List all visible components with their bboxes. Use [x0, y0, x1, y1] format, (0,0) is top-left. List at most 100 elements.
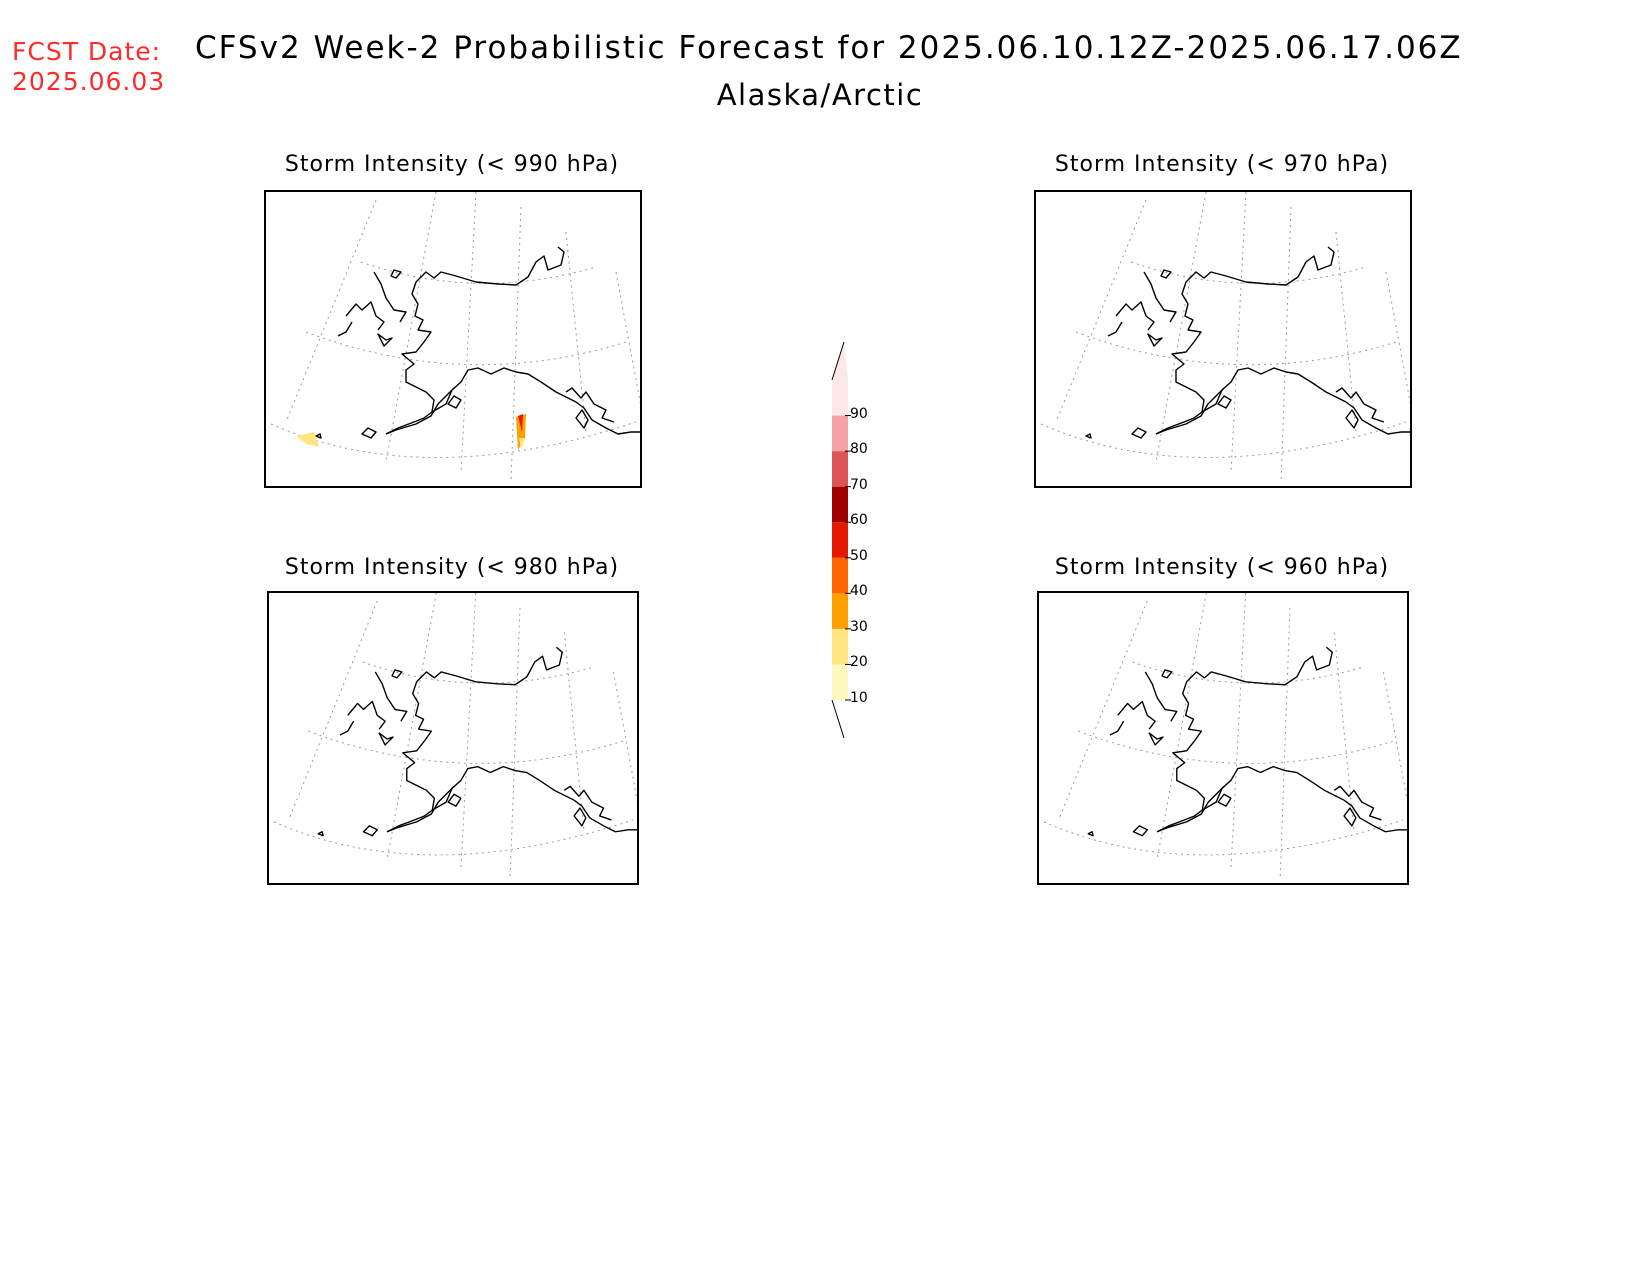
graticule-line [1382, 671, 1407, 802]
coastline [390, 269, 402, 279]
coastline [1147, 333, 1163, 347]
graticule-line [1130, 261, 1367, 284]
coastline [1202, 765, 1345, 811]
graticule-line [305, 331, 627, 366]
colorbar-bottom-cap [831, 699, 845, 739]
map-970 [1040, 192, 1410, 483]
map-panel-980 [267, 591, 639, 885]
coastline [1107, 321, 1123, 337]
colorbar-tick-label: 60 [850, 512, 868, 529]
prob-area-south-edge [519, 438, 525, 450]
coastline [1343, 799, 1407, 833]
colorbar-tick-label: 50 [850, 547, 868, 564]
region-subtitle: Alaska/Arctic [716, 78, 924, 112]
coastline [563, 785, 612, 821]
panel-title-990: Storm Intensity (< 990 hPa) [284, 152, 620, 177]
colorbar: 10 20 30 40 50 60 70 80 90 [820, 335, 900, 740]
prob-area-south-core [518, 414, 523, 432]
coastline [1335, 387, 1385, 423]
graticule-line [1156, 593, 1207, 860]
colorbar-tick-label: 40 [850, 583, 868, 600]
coastline [1217, 395, 1232, 409]
coastline [1117, 700, 1156, 730]
coastline [1345, 409, 1359, 429]
graticule-line [460, 192, 477, 473]
graticule-line [1055, 199, 1147, 423]
colorbar-tick-label: 70 [850, 476, 868, 493]
colorbar-swatch [832, 486, 848, 523]
colorbar-swatch [832, 628, 848, 665]
map-990 [270, 192, 640, 483]
coastline [1156, 785, 1225, 833]
forecast-date-block: FCST Date: 2025.06.03 [12, 37, 165, 97]
coastline [361, 427, 377, 439]
coastline [1115, 301, 1155, 331]
coastline [1148, 732, 1164, 746]
map-panel-990 [264, 190, 642, 488]
coastline [1109, 720, 1125, 736]
coastline [362, 825, 378, 837]
map-960 [1043, 593, 1407, 880]
colorbar-tick-label: 90 [850, 405, 868, 422]
graticule-line [510, 206, 522, 483]
coastline [1217, 793, 1232, 807]
colorbar-tick-label: 80 [850, 441, 868, 458]
coastline [317, 831, 324, 837]
coastline [385, 341, 435, 435]
coastline [1087, 831, 1094, 837]
coastline [1131, 427, 1147, 439]
graticule-line [273, 819, 634, 856]
coastline [411, 681, 433, 742]
coastline [411, 281, 432, 343]
graticule-line [288, 600, 378, 821]
graticule-line [1043, 819, 1404, 856]
graticule-line [385, 192, 437, 463]
fcst-date-label: FCST Date: [12, 37, 162, 66]
coastline [1143, 271, 1177, 323]
coastline [415, 246, 565, 286]
graticule-line [360, 261, 597, 284]
colorbar-swatch [832, 380, 848, 416]
coastline [386, 785, 455, 833]
graticule-line [1280, 206, 1292, 483]
coastline [373, 271, 407, 323]
coastline [565, 387, 615, 423]
coastline [431, 367, 577, 413]
graticule-line [1040, 421, 1407, 458]
coastline [339, 720, 355, 736]
prob-area-south [516, 414, 526, 450]
graticule-line [1230, 593, 1247, 870]
page-title: CFSv2 Week-2 Probabilistic Forecast for … [195, 30, 1463, 66]
coastline [1156, 740, 1206, 833]
colorbar-swatch [832, 593, 848, 629]
graticule-line [460, 593, 477, 870]
graticule-line [1132, 661, 1364, 684]
coastline [1144, 671, 1178, 722]
coastline [1185, 246, 1335, 286]
coastline [1186, 646, 1333, 686]
coastline [1161, 669, 1173, 679]
colorbar-swatch [832, 451, 848, 487]
graticule-line [612, 671, 637, 802]
graticule-line [1058, 600, 1148, 821]
coastline [1155, 387, 1225, 435]
graticule-line [509, 607, 521, 880]
coastline [345, 301, 385, 331]
coastline [378, 732, 394, 746]
fcst-date-value: 2025.06.03 [12, 67, 166, 96]
graticule-line [362, 661, 594, 684]
graticule-line [1075, 331, 1397, 366]
coastline [447, 793, 462, 807]
coastline [385, 387, 455, 435]
colorbar-graphic [831, 341, 851, 739]
graticule-line [285, 199, 377, 423]
coastline [1160, 269, 1172, 279]
graticule-line [386, 593, 437, 860]
coastline [1085, 433, 1092, 439]
colorbar-tick-label: 20 [850, 654, 868, 671]
colorbar-top-cap [832, 342, 848, 380]
coastline [573, 799, 637, 833]
coastline [1155, 341, 1205, 435]
coastline [1132, 825, 1148, 837]
coastline [391, 669, 403, 679]
